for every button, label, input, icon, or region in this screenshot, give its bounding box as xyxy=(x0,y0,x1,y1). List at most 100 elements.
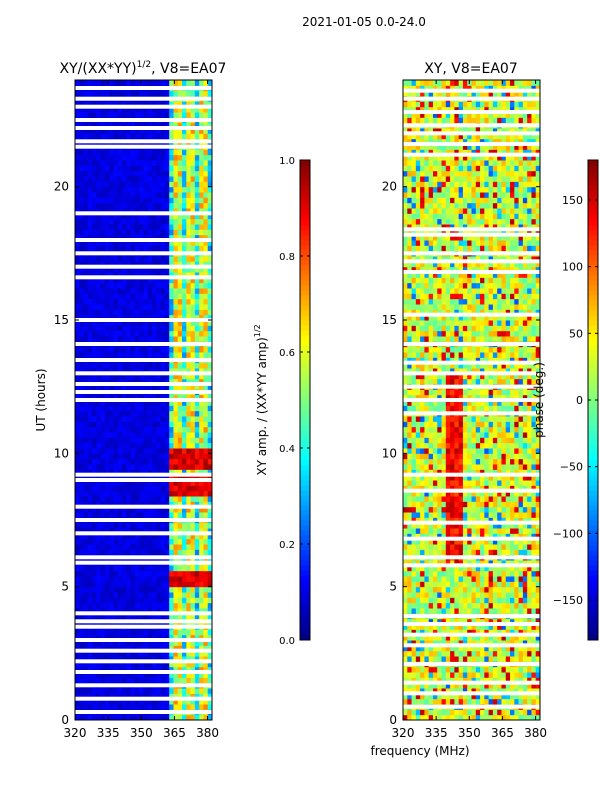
heatmap-cell xyxy=(182,298,187,305)
heatmap-cell xyxy=(113,288,119,294)
heatmap-cell xyxy=(152,629,157,636)
heatmap-cell xyxy=(190,565,196,572)
heatmap-cell xyxy=(122,176,127,182)
heatmap-cell xyxy=(182,528,187,534)
heatmap-cell xyxy=(207,80,213,86)
heatmap-cell xyxy=(535,709,541,716)
heatmap-cell xyxy=(177,181,183,188)
heatmap-cell xyxy=(160,640,166,646)
heatmap-cell xyxy=(497,693,502,700)
heatmap-cell xyxy=(182,149,187,156)
heatmap-cell xyxy=(173,325,179,332)
heatmap-cell xyxy=(100,133,106,140)
heatmap-cell xyxy=(467,693,472,700)
data-gap xyxy=(75,275,212,280)
heatmap-cell xyxy=(87,352,93,358)
heatmap-cell xyxy=(518,602,524,609)
heatmap-cell xyxy=(522,693,528,700)
heatmap-cell xyxy=(117,688,123,694)
heatmap-cell xyxy=(147,149,153,156)
heatmap-cell xyxy=(122,453,127,460)
colorbar-step xyxy=(300,295,310,301)
heatmap-cell xyxy=(164,149,170,156)
heatmap-cell xyxy=(83,576,89,582)
heatmap-cell xyxy=(83,490,89,497)
heatmap-cell xyxy=(424,714,430,721)
heatmap-cell xyxy=(173,346,179,353)
heatmap-cell xyxy=(458,629,464,636)
heatmap-cell xyxy=(403,698,408,705)
heatmap-cell xyxy=(535,597,541,604)
heatmap-cell xyxy=(96,128,102,134)
heatmap-cell xyxy=(207,549,213,556)
heatmap-cell xyxy=(75,352,80,358)
heatmap-cell xyxy=(83,362,89,369)
heatmap-cell xyxy=(492,634,498,641)
heatmap-cell xyxy=(445,570,451,577)
heatmap-cell xyxy=(87,581,93,588)
heatmap-cell xyxy=(432,608,438,614)
heatmap-cell xyxy=(83,453,89,460)
heatmap-cell xyxy=(177,101,183,108)
heatmap-cell xyxy=(169,160,174,166)
heatmap-cell xyxy=(186,122,192,129)
heatmap-cell xyxy=(173,181,179,188)
heatmap-cell xyxy=(104,426,110,433)
heatmap-cell xyxy=(173,714,179,721)
colorbar-step xyxy=(300,520,310,526)
heatmap-cell xyxy=(143,485,149,492)
heatmap-cell xyxy=(126,426,132,433)
heatmap-cell xyxy=(113,570,119,577)
heatmap-cell xyxy=(203,661,209,668)
colorbar-step xyxy=(300,500,310,506)
heatmap-cell xyxy=(79,538,85,545)
heatmap-cell xyxy=(143,421,149,428)
heatmap-cell xyxy=(173,490,179,497)
heatmap-cell xyxy=(75,160,80,166)
heatmap-cell xyxy=(194,586,200,593)
heatmap-cell xyxy=(104,432,110,438)
heatmap-cell xyxy=(199,234,204,241)
heatmap-cell xyxy=(437,629,443,636)
heatmap-cell xyxy=(164,181,170,188)
heatmap-cell xyxy=(160,410,166,417)
heatmap-cell xyxy=(96,293,102,300)
heatmap-cell xyxy=(134,245,140,252)
heatmap-cell xyxy=(87,416,93,422)
heatmap-cell xyxy=(122,496,127,502)
heatmap-cell xyxy=(83,154,89,161)
heatmap-cell xyxy=(152,480,157,486)
heatmap-cell xyxy=(156,240,162,246)
heatmap-cell xyxy=(475,634,481,641)
heatmap-cell xyxy=(194,234,200,241)
heatmap-cell xyxy=(100,426,106,433)
heatmap-cell xyxy=(207,101,213,108)
heatmap-cell xyxy=(75,581,80,588)
heatmap-cell xyxy=(207,677,213,684)
heatmap-cell xyxy=(143,490,149,497)
heatmap-cell xyxy=(122,181,127,188)
heatmap-cell xyxy=(207,474,213,481)
heatmap-cell xyxy=(510,624,515,630)
heatmap-cell xyxy=(92,549,97,556)
heatmap-cell xyxy=(130,106,136,113)
heatmap-cell xyxy=(471,693,477,700)
heatmap-cell xyxy=(173,256,179,262)
heatmap-cell xyxy=(164,645,170,652)
colorbar-step xyxy=(300,595,310,601)
heatmap-cell xyxy=(420,640,425,646)
heatmap-cell xyxy=(156,704,162,710)
heatmap-cell xyxy=(403,581,408,588)
heatmap-cell xyxy=(122,218,127,225)
heatmap-cell xyxy=(173,293,179,300)
heatmap-cell xyxy=(126,416,132,422)
heatmap-cell xyxy=(203,309,209,316)
heatmap-cell xyxy=(173,421,179,428)
heatmap-cell xyxy=(164,304,170,310)
heatmap-cell xyxy=(164,533,170,540)
heatmap-cell xyxy=(199,186,204,193)
heatmap-cell xyxy=(104,128,110,134)
heatmap-cell xyxy=(152,208,157,214)
heatmap-cell xyxy=(471,560,477,566)
heatmap-cell xyxy=(92,656,97,662)
